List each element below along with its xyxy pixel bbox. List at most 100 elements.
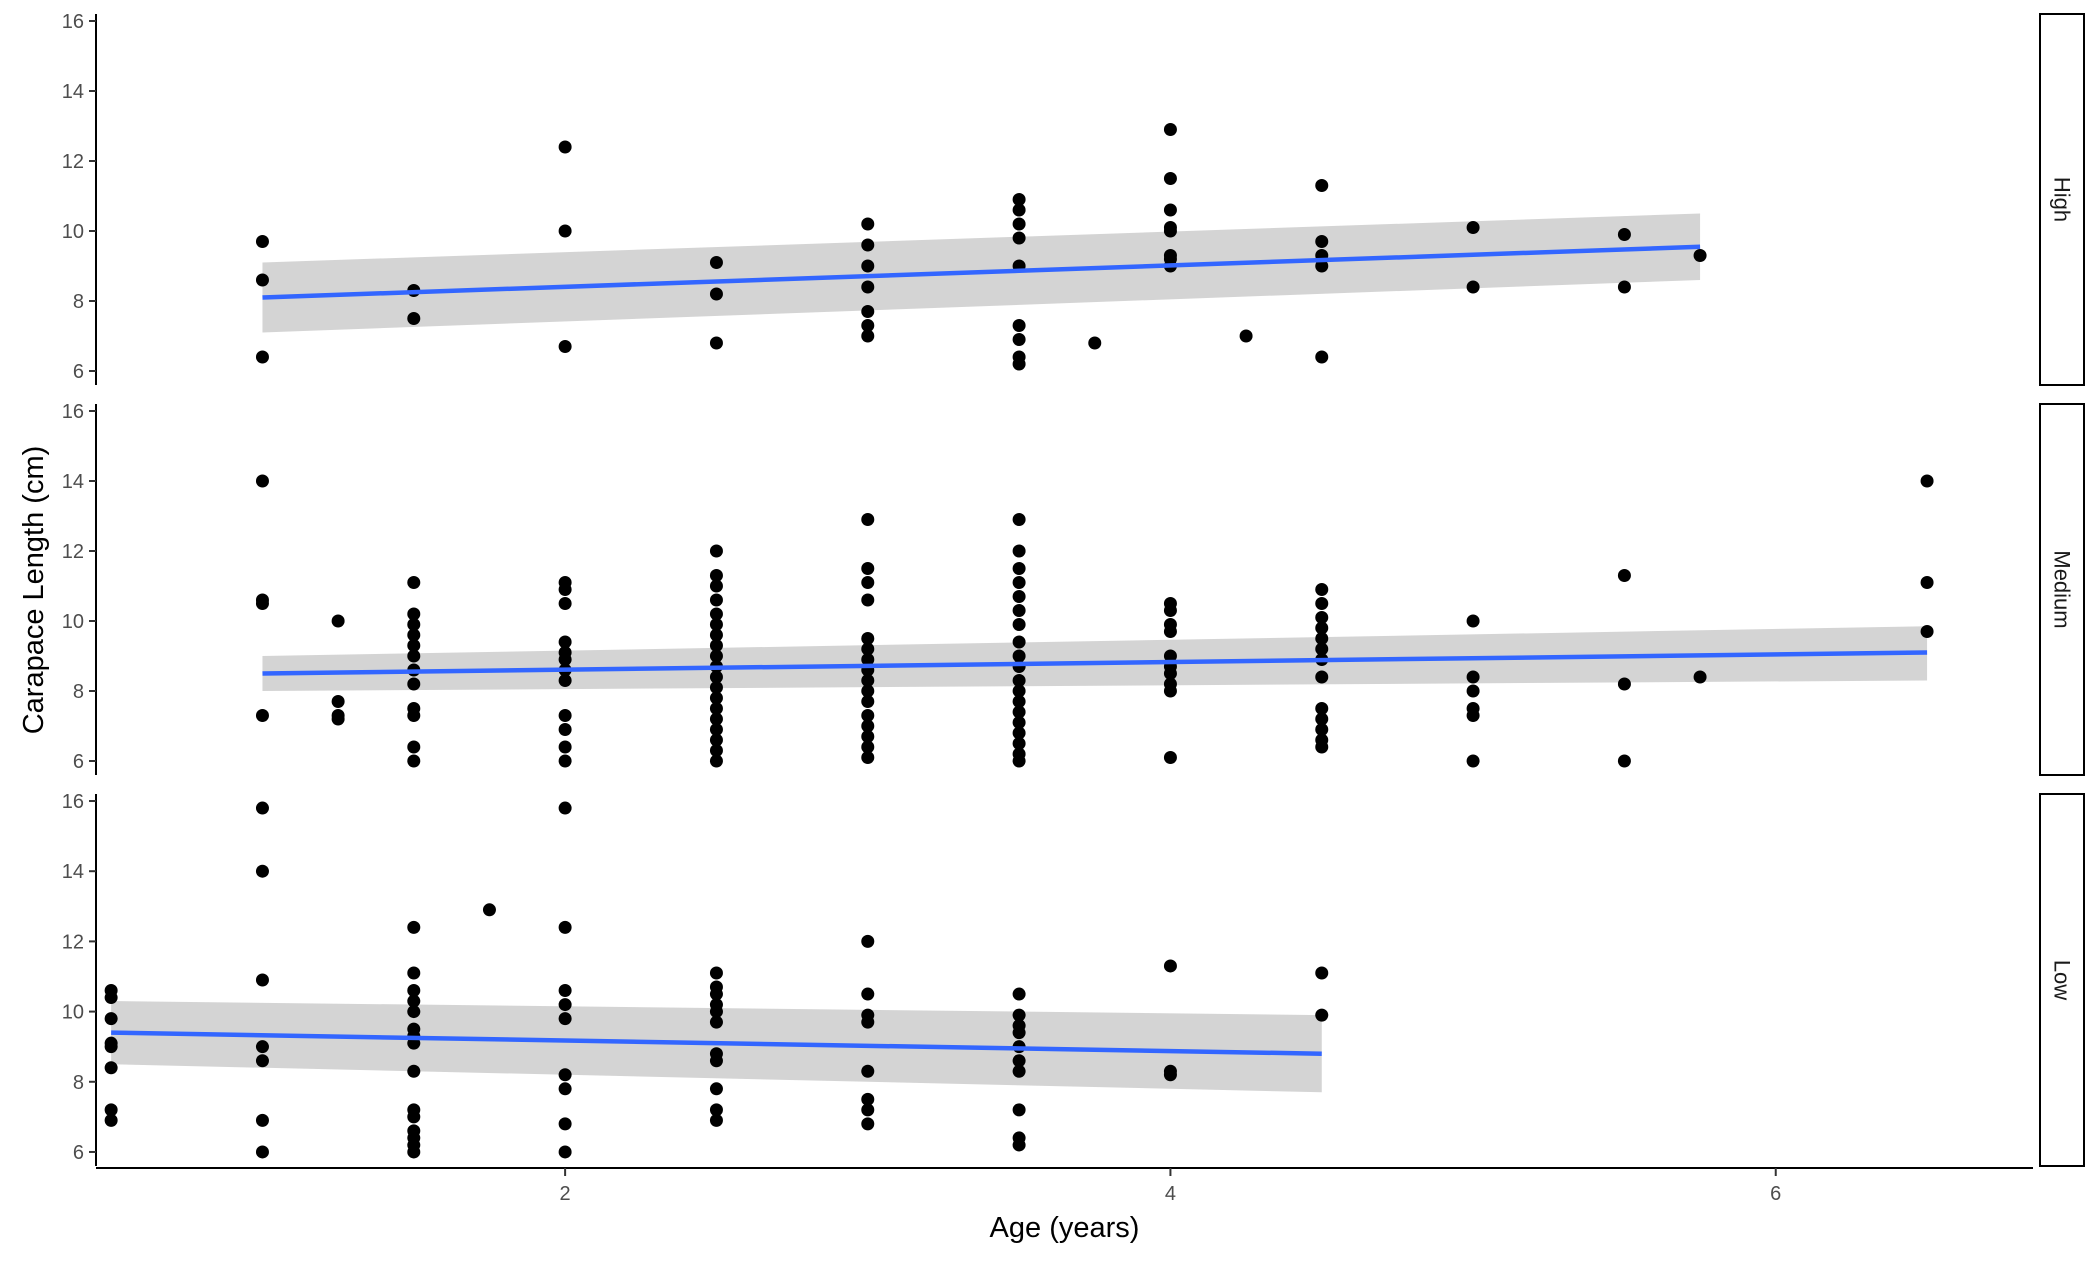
x-axis: 2 4 6: [96, 1167, 2033, 1205]
y-tick-label: 12: [62, 541, 84, 563]
data-point: [709, 287, 723, 301]
data-point: [558, 340, 572, 353]
data-point: [255, 350, 269, 364]
data-point: [1163, 172, 1177, 185]
data-point: [1163, 224, 1177, 238]
data-point: [1163, 604, 1177, 617]
data-point: [1466, 670, 1480, 684]
data-point: [1315, 1008, 1329, 1022]
data-point: [861, 719, 875, 733]
data-point: [709, 744, 723, 757]
data-point: [861, 730, 875, 743]
data-point: [1012, 1054, 1026, 1068]
data-point: [1163, 203, 1177, 217]
data-point: [1920, 474, 1934, 488]
panels-group: 6 8 10 12 14 16 High 6 8 10 12 14 16 Medium 6 8 10 12 14 16…: [62, 11, 2085, 1167]
data-point: [1315, 723, 1329, 736]
data-point: [104, 1061, 118, 1075]
data-point: [1617, 280, 1631, 294]
data-point: [861, 329, 875, 343]
data-point: [1012, 716, 1026, 729]
data-point: [255, 474, 269, 488]
data-point: [1012, 1008, 1026, 1022]
data-point: [331, 614, 345, 628]
data-point: [1315, 597, 1329, 610]
data-point: [709, 966, 723, 980]
y-tick-label: 6: [73, 751, 84, 773]
data-point: [1012, 576, 1026, 589]
data-point: [255, 801, 269, 815]
data-point: [709, 691, 723, 705]
data-point: [709, 1054, 723, 1068]
data-point: [558, 1012, 572, 1026]
y-tick-label: 8: [73, 1072, 84, 1094]
data-point: [558, 754, 572, 768]
data-point: [255, 1145, 269, 1159]
facet-strip-label: Low: [2050, 960, 2075, 1000]
data-point: [255, 1040, 269, 1054]
y-tick-label: 6: [73, 1142, 84, 1164]
data-point: [1163, 684, 1177, 698]
data-point: [558, 1117, 572, 1131]
data-point: [104, 1103, 118, 1117]
y-tick-label: 16: [62, 401, 84, 423]
data-point: [1163, 1068, 1177, 1082]
data-point: [407, 607, 421, 621]
facet-strip: High: [2039, 13, 2085, 386]
data-point: [558, 674, 572, 687]
data-point: [1012, 217, 1026, 231]
data-point: [558, 140, 572, 154]
data-point: [709, 639, 723, 652]
data-point: [407, 740, 421, 754]
data-point: [1012, 562, 1026, 575]
data-point: [1163, 625, 1177, 638]
data-point: [255, 597, 269, 610]
data-point: [1012, 705, 1026, 719]
data-point: [861, 1103, 875, 1117]
data-point: [861, 695, 875, 708]
data-point: [558, 1082, 572, 1096]
data-point: [861, 1064, 875, 1078]
data-point: [407, 994, 421, 1008]
data-point: [1012, 684, 1026, 698]
data-point: [861, 653, 875, 666]
data-point: [709, 628, 723, 642]
data-point: [861, 513, 875, 526]
data-point: [861, 1015, 875, 1029]
data-point: [1315, 259, 1329, 273]
panel-low: 6 8 10 12 14 16 Low: [62, 791, 2085, 1167]
y-tick-label: 8: [73, 291, 84, 313]
panel-high: 6 8 10 12 14 16 High: [62, 11, 2085, 386]
data-point: [407, 1145, 421, 1159]
data-point: [407, 639, 421, 652]
data-point: [1012, 737, 1026, 750]
data-point: [407, 618, 421, 631]
data-point: [861, 593, 875, 607]
data-point: [861, 576, 875, 589]
data-point: [709, 1103, 723, 1117]
data-point: [407, 966, 421, 980]
data-point: [861, 740, 875, 754]
data-point: [1466, 614, 1480, 628]
data-point: [558, 1068, 572, 1082]
data-point: [861, 934, 875, 948]
data-point: [1163, 751, 1177, 764]
data-point: [407, 649, 421, 663]
data-point: [558, 740, 572, 754]
data-point: [1012, 1103, 1026, 1117]
data-point: [407, 1110, 421, 1124]
data-point: [558, 653, 572, 666]
data-point: [709, 702, 723, 715]
data-point: [558, 709, 572, 722]
data-point: [255, 235, 269, 248]
data-point: [709, 649, 723, 663]
data-point: [1163, 649, 1177, 663]
y-tick-label: 14: [62, 81, 84, 103]
data-point: [558, 583, 572, 596]
facet-strip: Low: [2039, 793, 2085, 1167]
confidence-band: [262, 626, 1928, 691]
data-point: [558, 1145, 572, 1159]
data-point: [1012, 635, 1026, 649]
data-point: [1012, 319, 1026, 332]
